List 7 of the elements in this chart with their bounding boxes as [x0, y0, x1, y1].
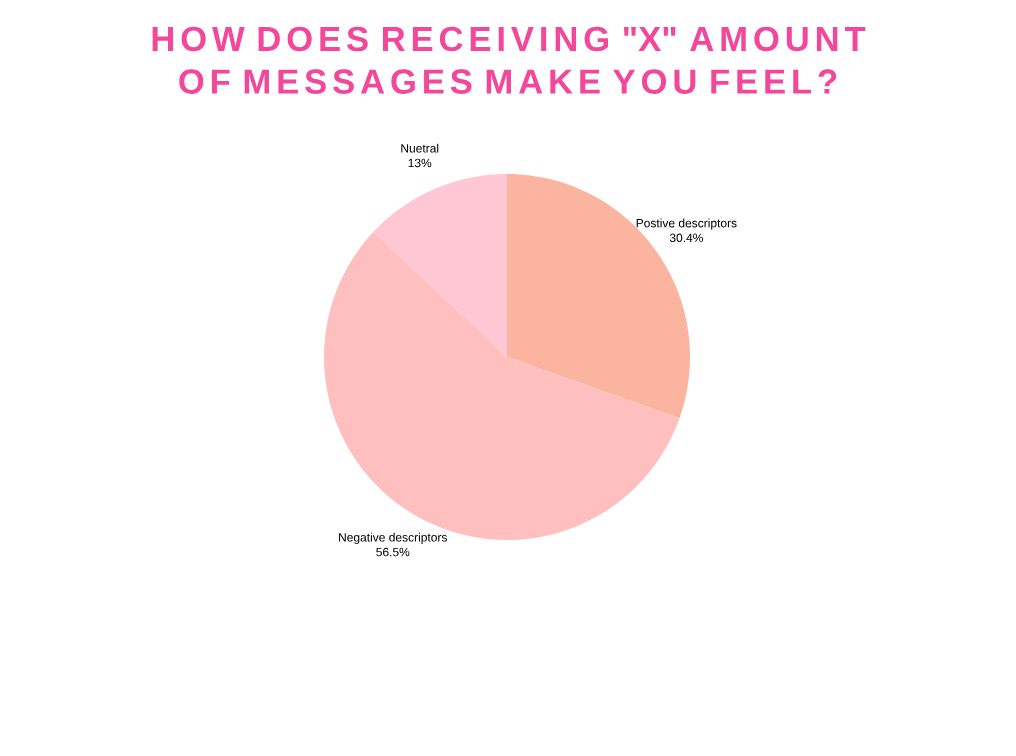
data-label: 56.5% — [376, 547, 410, 557]
data-label: 13% — [408, 158, 432, 168]
data-label: 30.4% — [669, 233, 703, 243]
chart-title: HOW DOES RECEIVING "X" AMOUNT OF MESSAGES MAKE YOU FEEL? — [152, 26, 866, 94]
slice-label: Negative descriptors — [339, 532, 447, 544]
slice-label: Nuetral — [401, 143, 439, 153]
slice-label: Postive descriptors — [636, 218, 737, 230]
